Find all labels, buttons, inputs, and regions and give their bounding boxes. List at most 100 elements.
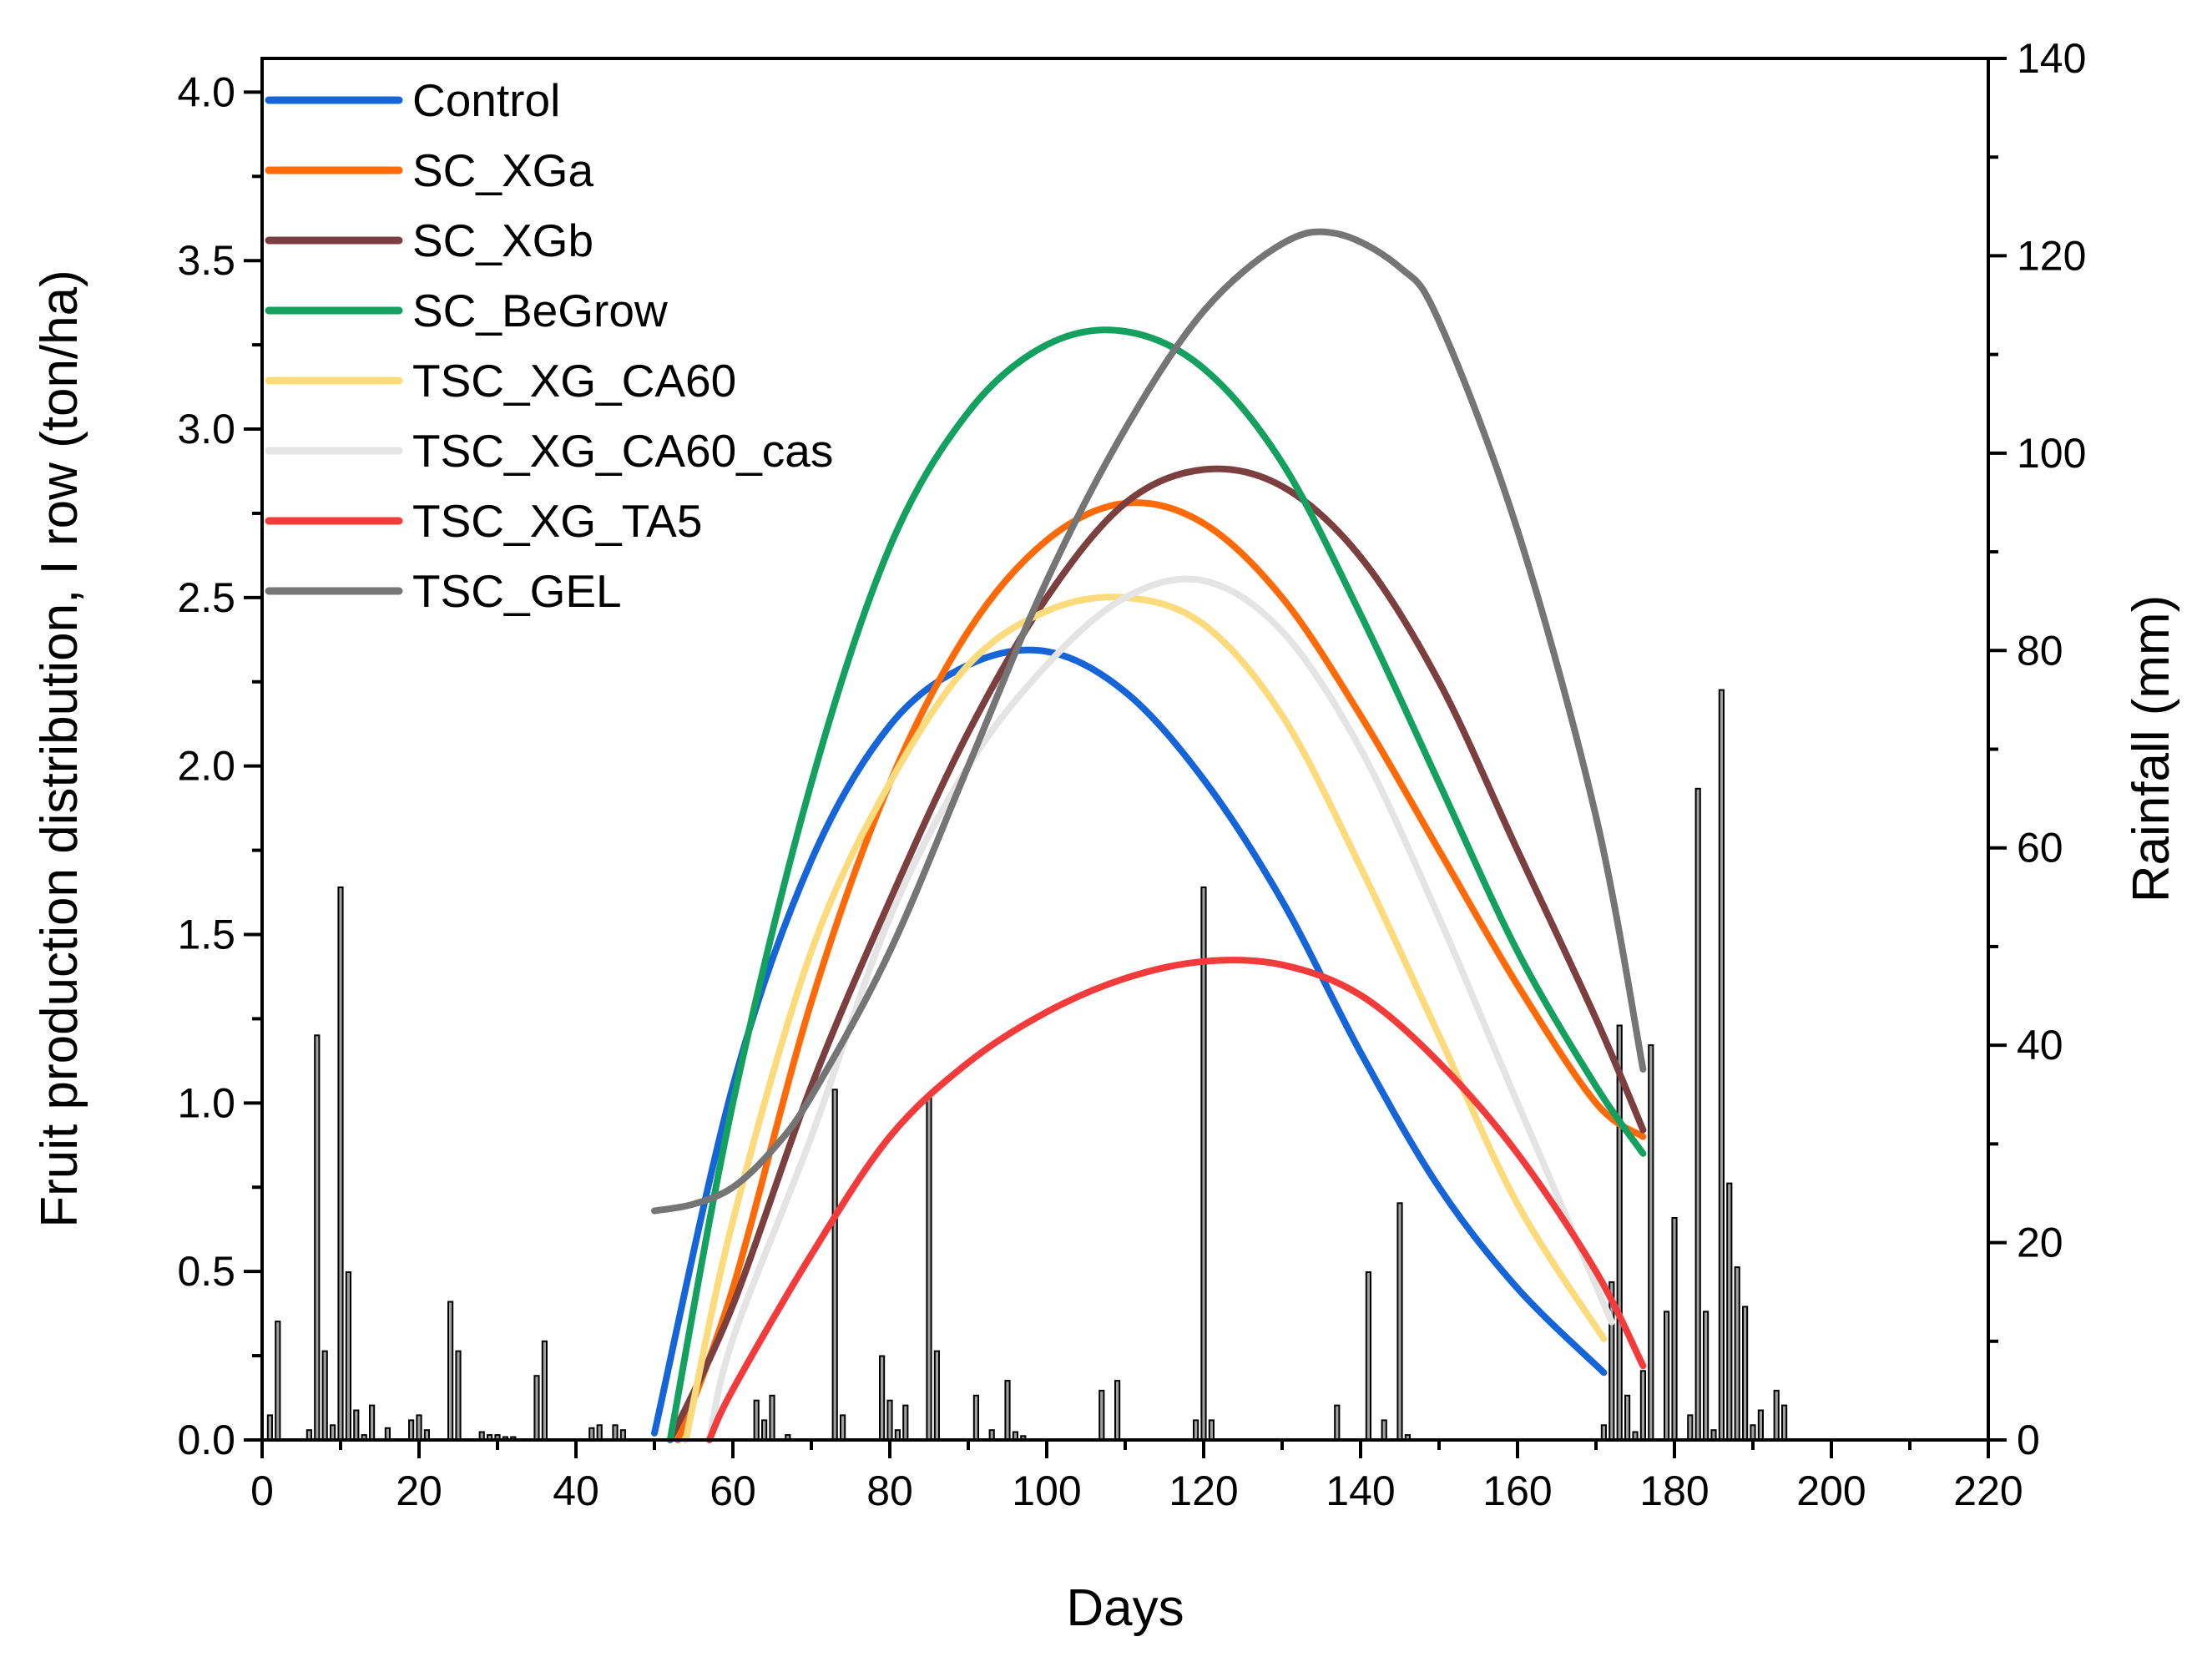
x-tick-label: 80 [866,1468,913,1514]
legend-label: TSC_XG_CA60 [412,355,736,407]
rainfall-bar [1750,1424,1756,1442]
y2-tick-label: 60 [2017,825,2063,871]
rainfall-bar [1396,1202,1403,1442]
rainfall-bar [933,1350,941,1441]
rainfall-bar [1648,1044,1654,1441]
y-tick-label: 1.5 [177,912,235,958]
x-tick-label: 160 [1482,1468,1552,1514]
rainfall-bar [596,1424,603,1442]
y-axis-left: 0.0 0.5 1.0 1.5 2.0 2.5 3.0 3.5 4.0 [177,68,262,1463]
series-line-tsc-xg-ta5 [705,957,1647,1443]
y-tick-label: 4.0 [177,68,235,115]
rainfall-bar [1639,1370,1647,1442]
legend-label: SC_BeGrow [412,285,668,336]
rainfall-bar [369,1404,376,1441]
rainfall-bar [321,1350,328,1441]
rainfall-bar [1757,1409,1765,1441]
y2-tick-label: 120 [2017,232,2086,279]
x-tick-label: 20 [396,1468,442,1514]
rainfall-bar [337,887,344,1441]
legend-label: Control [412,74,560,126]
rainfall-bar [1718,689,1725,1441]
rainfall-bar [1200,887,1207,1441]
rainfall-bar [926,1094,932,1442]
series-lines [651,228,1647,1443]
y2-tick-label: 20 [2017,1220,2063,1266]
y2-tick-label: 0 [2017,1417,2040,1463]
rainfall-bar [1098,1389,1105,1442]
rainfall-bar [879,1355,886,1441]
rainfall-bar [541,1340,548,1442]
series-line-tsc-xg-ca60-cas [705,575,1615,1443]
rainfall-bar [314,1034,321,1442]
rainfall-bar [1624,1394,1631,1442]
y2-tick-label: 80 [2017,627,2063,674]
rainfall-bar [1734,1266,1740,1441]
rainfall-bar [1193,1419,1199,1442]
rainfall-bar [761,1419,768,1442]
x-axis: 0 20 40 60 80 100 120 140 160 180 200 220 [250,1440,2023,1514]
rainfall-bar [275,1321,281,1441]
x-tick-label: 40 [553,1468,599,1514]
rainfall-bar [1773,1389,1780,1442]
y-tick-label: 0.0 [177,1417,235,1463]
rainfall-bar [1781,1404,1788,1441]
rainfall-bar [384,1427,391,1442]
y-tick-label: 3.5 [177,237,235,284]
legend-label: TSC_XG_TA5 [412,495,702,547]
x-tick-label: 200 [1796,1468,1866,1514]
x-tick-label: 220 [1953,1468,2023,1514]
rainfall-bar [1381,1419,1387,1442]
rainfall-bar [455,1350,462,1441]
series-line-control [651,646,1608,1437]
rainfall-bar [972,1394,980,1442]
x-axis-title: Days [1066,1579,1184,1637]
rainfall-bar [1004,1380,1011,1441]
rainfall-bar [1334,1404,1341,1441]
x-tick-label: 100 [1012,1468,1081,1514]
y2-axis-title: Rainfall (mm) [2123,595,2180,903]
rainfall-bar [1703,1311,1710,1442]
legend-label: SC_XGb [412,215,593,266]
rainfall-bar [612,1424,619,1442]
y-tick-label: 3.0 [177,406,235,452]
x-tick-label: 0 [250,1468,274,1514]
legend-label: TSC_XG_CA60_cas [412,425,833,477]
series-line-tsc-xg-ca60 [682,594,1608,1443]
rainfall-bar [1671,1217,1678,1441]
rainfall-bar [416,1414,422,1442]
y-tick-label: 2.0 [177,743,235,790]
rainfall-bar [1616,1024,1623,1441]
y-tick-label: 0.5 [177,1248,235,1295]
legend-label: SC_XGa [412,144,593,196]
rainfall-bar [1687,1414,1694,1442]
legend-label: TSC_GEL [412,565,622,617]
y-axis-title: Fruit production distribution, I row (to… [31,270,88,1228]
series-line-tsc-gel [651,228,1647,1215]
y2-tick-label: 100 [2017,430,2086,477]
x-tick-label: 60 [710,1468,756,1514]
x-tick-label: 140 [1326,1468,1395,1514]
rainfall-bar [1114,1380,1121,1441]
rainfall-bar [1726,1182,1733,1441]
y2-tick-label: 40 [2017,1022,2063,1068]
rainfall-bar [1365,1271,1372,1441]
rainfall-bar [1208,1419,1215,1442]
rainfall-bar [588,1427,595,1442]
x-tick-label: 120 [1169,1468,1238,1514]
rainfall-bar [353,1409,360,1441]
legend: Control SC_XGa SC_XGb SC_BeGrow TSC_XG_CA60 T… [265,74,833,617]
rainfall-bar [753,1399,760,1441]
y2-tick-label: 140 [2017,35,2086,82]
y-tick-label: 1.0 [177,1079,235,1126]
y-tick-label: 2.5 [177,574,235,621]
rainfall-bar [447,1301,454,1441]
rainfall-bar [886,1399,893,1441]
series-line-sc-begrow [666,326,1647,1443]
rainfall-bar [266,1414,273,1442]
rainfall-bar [1694,787,1701,1441]
rainfall-bar [1742,1306,1749,1442]
rainfall-bar [831,1089,838,1442]
